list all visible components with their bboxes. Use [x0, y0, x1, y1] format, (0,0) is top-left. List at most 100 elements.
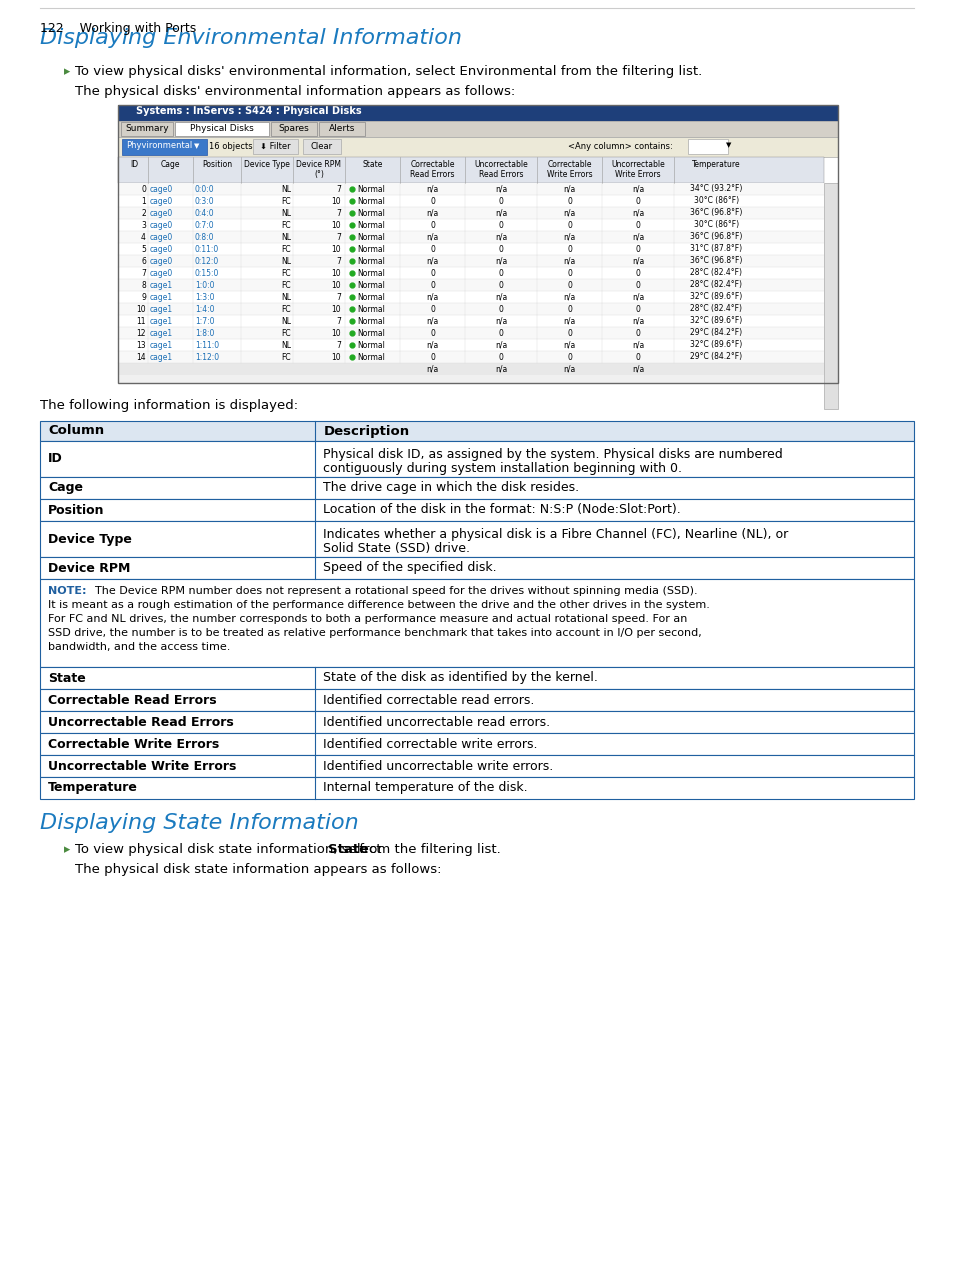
- Text: To view physical disks' environmental information, select Environmental from the: To view physical disks' environmental in…: [75, 65, 701, 78]
- Text: NL: NL: [281, 257, 291, 266]
- Bar: [271, 122, 316, 136]
- Text: ID: ID: [48, 452, 63, 465]
- Text: 0: 0: [430, 268, 435, 277]
- Text: Correctable Read Errors: Correctable Read Errors: [48, 694, 216, 707]
- Text: n/a: n/a: [426, 233, 438, 241]
- Text: n/a: n/a: [495, 184, 507, 193]
- Text: 0: 0: [430, 244, 435, 253]
- Text: 7: 7: [335, 257, 340, 266]
- Text: 0: 0: [498, 281, 503, 290]
- Bar: [118, 207, 823, 219]
- Text: 10: 10: [136, 305, 146, 314]
- Text: Summary: Summary: [125, 125, 169, 133]
- Text: 0: 0: [635, 305, 639, 314]
- Text: Cage: Cage: [161, 160, 180, 169]
- Text: n/a: n/a: [426, 257, 438, 266]
- Text: NL: NL: [281, 233, 291, 241]
- Text: Spares: Spares: [278, 125, 309, 133]
- Text: Normal: Normal: [356, 184, 384, 193]
- Text: FC: FC: [281, 244, 291, 253]
- Text: 28°C (82.4°F): 28°C (82.4°F): [690, 268, 741, 277]
- Text: Normal: Normal: [356, 244, 384, 253]
- Text: 7: 7: [335, 184, 340, 193]
- Text: n/a: n/a: [631, 257, 643, 266]
- Text: 10: 10: [331, 268, 340, 277]
- Bar: [40, 689, 913, 710]
- Text: NL: NL: [281, 316, 291, 325]
- Text: Identified uncorrectable read errors.: Identified uncorrectable read errors.: [323, 716, 550, 728]
- Text: To view physical disk state information, select: To view physical disk state information,…: [75, 843, 385, 855]
- Text: cage1: cage1: [150, 281, 172, 290]
- Text: n/a: n/a: [426, 365, 438, 374]
- Text: ⬇ Filter: ⬇ Filter: [259, 142, 290, 151]
- Text: n/a: n/a: [631, 316, 643, 325]
- Text: n/a: n/a: [563, 365, 575, 374]
- Text: n/a: n/a: [563, 208, 575, 217]
- Text: cage1: cage1: [150, 341, 172, 350]
- Text: FC: FC: [281, 197, 291, 206]
- Text: 0:11:0: 0:11:0: [194, 244, 219, 253]
- Bar: [40, 667, 913, 689]
- Text: 0: 0: [498, 220, 503, 230]
- Text: 32°C (89.6°F): 32°C (89.6°F): [690, 292, 741, 301]
- Text: FC: FC: [281, 220, 291, 230]
- Text: 0: 0: [498, 244, 503, 253]
- Text: NL: NL: [281, 341, 291, 350]
- Text: 0: 0: [430, 197, 435, 206]
- Text: Normal: Normal: [356, 341, 384, 350]
- Text: Uncorrectable
Read Errors: Uncorrectable Read Errors: [474, 160, 527, 179]
- Bar: [118, 375, 823, 383]
- Bar: [687, 139, 727, 154]
- Text: 0: 0: [430, 352, 435, 361]
- Text: 7: 7: [335, 316, 340, 325]
- Text: Physical disk ID, as assigned by the system. Physical disks are numbered: Physical disk ID, as assigned by the sys…: [323, 447, 782, 461]
- Text: 0: 0: [566, 352, 572, 361]
- Text: 0: 0: [430, 220, 435, 230]
- Text: Device Type: Device Type: [244, 160, 290, 169]
- Text: 7: 7: [335, 292, 340, 301]
- Text: cage1: cage1: [150, 328, 172, 338]
- Text: cage0: cage0: [150, 233, 173, 241]
- Bar: [318, 122, 365, 136]
- Text: 1:8:0: 1:8:0: [194, 328, 214, 338]
- Bar: [174, 122, 269, 136]
- Text: Description: Description: [323, 425, 409, 437]
- Text: NL: NL: [281, 184, 291, 193]
- Text: n/a: n/a: [495, 208, 507, 217]
- Text: 6: 6: [141, 257, 146, 266]
- Text: Position: Position: [202, 160, 232, 169]
- Text: Column: Column: [48, 425, 104, 437]
- Text: 11: 11: [136, 316, 146, 325]
- Bar: [118, 327, 823, 339]
- Text: 32°C (89.6°F): 32°C (89.6°F): [690, 316, 741, 325]
- Text: 32°C (89.6°F): 32°C (89.6°F): [690, 341, 741, 350]
- Text: bandwidth, and the access time.: bandwidth, and the access time.: [48, 642, 230, 652]
- Text: 0:3:0: 0:3:0: [194, 197, 214, 206]
- Bar: [40, 421, 913, 441]
- Text: ▸: ▸: [64, 843, 70, 855]
- Text: Identified correctable write errors.: Identified correctable write errors.: [323, 737, 537, 750]
- Text: Phyvironmental: Phyvironmental: [126, 141, 193, 150]
- Text: Device RPM
(°): Device RPM (°): [296, 160, 341, 179]
- Bar: [121, 122, 172, 136]
- Text: 10: 10: [331, 328, 340, 338]
- Text: NOTE:: NOTE:: [48, 586, 87, 596]
- Text: 28°C (82.4°F): 28°C (82.4°F): [690, 281, 741, 290]
- Text: cage0: cage0: [150, 244, 173, 253]
- Text: The drive cage in which the disk resides.: The drive cage in which the disk resides…: [323, 482, 578, 494]
- Text: 0: 0: [635, 268, 639, 277]
- Text: 0: 0: [498, 197, 503, 206]
- Text: Alerts: Alerts: [329, 125, 355, 133]
- Bar: [118, 291, 823, 302]
- Text: ▼: ▼: [725, 142, 731, 147]
- Bar: [40, 441, 913, 477]
- Text: Identified correctable read errors.: Identified correctable read errors.: [323, 694, 534, 707]
- Text: 0: 0: [566, 305, 572, 314]
- Bar: [118, 183, 823, 194]
- Text: n/a: n/a: [426, 208, 438, 217]
- Bar: [118, 158, 823, 183]
- Text: Normal: Normal: [356, 208, 384, 217]
- Text: Normal: Normal: [356, 328, 384, 338]
- Text: 36°C (96.8°F): 36°C (96.8°F): [690, 257, 741, 266]
- Text: 36°C (96.8°F): 36°C (96.8°F): [690, 233, 741, 241]
